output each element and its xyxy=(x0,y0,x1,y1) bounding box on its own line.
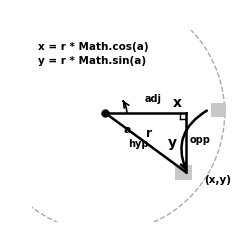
Text: x: x xyxy=(172,96,181,110)
Text: hyp: hyp xyxy=(129,139,149,149)
Bar xyxy=(175,165,192,180)
Text: adj: adj xyxy=(145,94,162,104)
Text: y: y xyxy=(168,136,177,150)
Text: opp: opp xyxy=(190,135,211,145)
Text: y = r * Math.sin(a): y = r * Math.sin(a) xyxy=(38,56,146,66)
Text: r: r xyxy=(146,127,153,140)
Bar xyxy=(211,103,226,117)
Text: a: a xyxy=(123,125,131,135)
Text: x = r * Math.cos(a): x = r * Math.cos(a) xyxy=(38,42,149,52)
Text: (x,y): (x,y) xyxy=(205,175,232,185)
